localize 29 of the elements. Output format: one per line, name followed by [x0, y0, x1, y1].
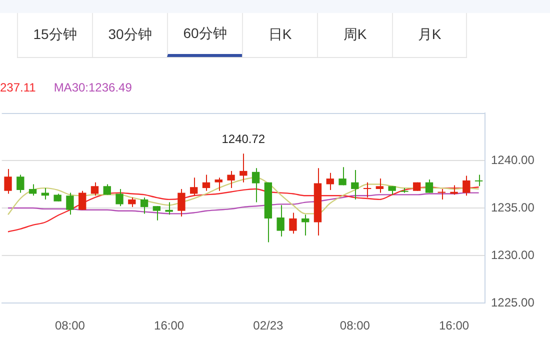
candlestick	[388, 186, 396, 196]
annotation: 1240.72	[222, 132, 266, 146]
x-tick-label: 16:00	[154, 318, 184, 333]
candlestick	[276, 204, 284, 237]
text: 周K	[317, 13, 392, 57]
text: 237.11	[0, 80, 36, 94]
text: 30分钟	[92, 13, 167, 57]
y-tick-label: 1240.00	[491, 152, 535, 167]
candlestick	[66, 192, 74, 216]
candlestick	[54, 193, 62, 202]
candlestick	[462, 175, 470, 196]
text: 日K	[242, 13, 317, 57]
candlestick	[400, 188, 408, 194]
x-tick-label: 08:00	[340, 318, 370, 333]
text: 60分钟	[167, 13, 242, 57]
text: MA30:1236.49	[54, 80, 132, 94]
candlestick	[178, 188, 186, 218]
candlestick	[450, 184, 458, 196]
x-tick-label: 08:00	[54, 318, 86, 333]
x-tick-label: 02/23	[253, 318, 284, 333]
candlestick	[4, 168, 12, 194]
y-tick-label: 1230.00	[491, 248, 535, 262]
text: 月K	[392, 13, 467, 57]
candlestick	[289, 212, 297, 234]
y-tick-label: 1235.00	[491, 200, 535, 214]
x-tick-label: 16:00	[439, 318, 470, 333]
candlestick	[165, 202, 173, 216]
text: 15分钟	[17, 13, 92, 57]
y-tick-label: 1225.00	[491, 295, 535, 310]
